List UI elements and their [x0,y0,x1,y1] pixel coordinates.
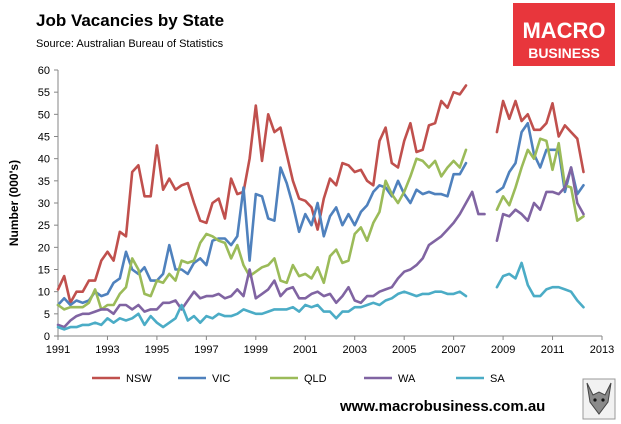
y-axis-label: Number (000's) [7,160,21,246]
series-line-nsw [495,99,585,174]
series-line-vic [495,121,585,196]
x-tick-label: 1995 [145,344,169,356]
y-tick-label: 25 [38,220,50,232]
y-tick-label: 15 [38,265,50,277]
series-line-qld [56,148,468,311]
y-tick-label: 55 [38,87,50,99]
series-line-wa [56,190,486,329]
logo-background [513,3,615,66]
fox-icon [582,378,616,420]
y-tick-label: 60 [38,65,50,77]
x-tick-label: 1997 [194,344,218,356]
y-tick-label: 40 [38,154,50,166]
x-tick-label: 2003 [342,344,366,356]
y-tick-label: 0 [44,331,50,343]
chart-title: Job Vacancies by State [36,11,224,30]
legend-label-qld: QLD [304,373,327,385]
x-tick-label: 1991 [46,344,70,356]
y-tick-label: 20 [38,242,50,254]
x-tick-label: 2009 [491,344,515,356]
x-tick-label: 2011 [541,344,565,356]
series-line-vic [56,161,468,307]
series-line-sa [495,261,585,309]
website-url: www.macrobusiness.com.au [339,398,545,415]
logo-line1: MACRO [522,18,605,43]
x-tick-label: 2013 [590,344,614,356]
legend: NSW VIC QLD WA SA [92,373,505,385]
series-line-sa [56,290,468,331]
legend-label-vic: VIC [212,373,230,385]
y-tick-label: 10 [38,287,50,299]
y-tick-label: 45 [38,132,50,144]
macrobusiness-logo: MACRO BUSINESS [513,3,615,66]
x-tick-label: 2001 [293,344,317,356]
legend-label-sa: SA [490,373,505,385]
logo-line2: BUSINESS [528,45,600,61]
y-tick-label: 50 [38,109,50,121]
series-line-wa [495,166,585,242]
chart-source: Source: Australian Bureau of Statistics [36,38,224,50]
series-line-nsw [56,84,468,305]
y-tick-label: 35 [38,176,50,188]
y-tick-label: 30 [38,198,50,210]
plot-area: 0 5 10 15 20 25 30 35 40 45 50 55 60 1991 1993 1995 1997… [38,65,614,356]
legend-label-wa: WA [398,373,416,385]
x-tick-label: 2005 [392,344,416,356]
x-tick-label: 1999 [244,344,268,356]
x-tick-label: 2007 [441,344,465,356]
series-line-qld [495,137,585,222]
x-tick-label: 1993 [95,344,119,356]
y-tick-label: 5 [44,309,50,321]
legend-label-nsw: NSW [126,373,152,385]
